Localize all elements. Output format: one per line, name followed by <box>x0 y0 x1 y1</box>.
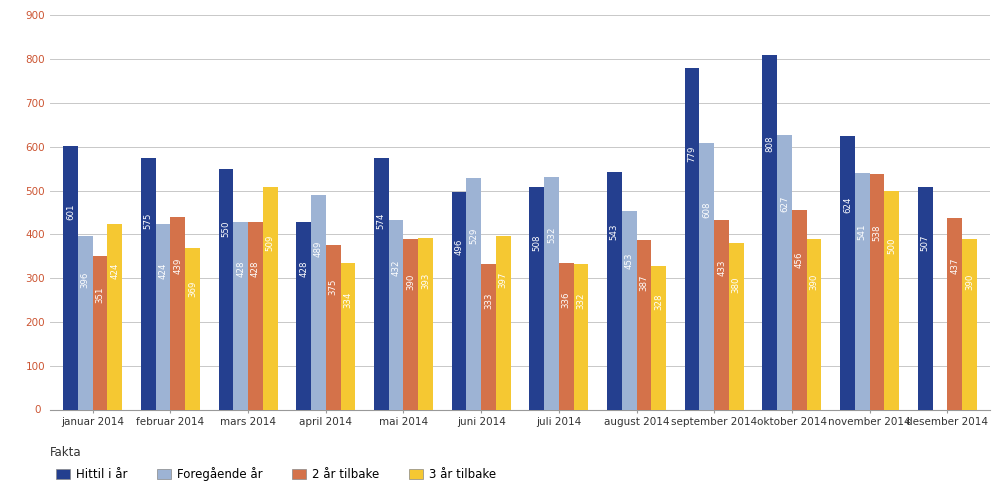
Text: 396: 396 <box>81 272 90 288</box>
Text: 428: 428 <box>251 261 260 278</box>
Text: 541: 541 <box>858 224 867 240</box>
Bar <box>729 243 744 410</box>
Text: 424: 424 <box>159 262 168 278</box>
Bar <box>466 178 481 410</box>
Bar <box>544 176 559 410</box>
Text: 390: 390 <box>965 274 974 290</box>
Text: 387: 387 <box>639 274 648 291</box>
Bar <box>263 186 278 410</box>
Legend: Hittil i år, Foregående år, 2 år tilbake, 3 år tilbake: Hittil i år, Foregående år, 2 år tilbake… <box>56 468 496 481</box>
Text: 808: 808 <box>765 136 774 152</box>
Bar <box>870 174 884 410</box>
Bar <box>341 264 355 410</box>
Text: 489: 489 <box>314 241 323 257</box>
Bar <box>559 262 574 410</box>
Bar <box>685 68 699 410</box>
Text: 575: 575 <box>144 212 153 229</box>
Text: 496: 496 <box>455 238 464 255</box>
Bar <box>481 264 496 410</box>
Text: 507: 507 <box>921 235 930 252</box>
Text: 328: 328 <box>654 294 663 310</box>
Text: 532: 532 <box>547 226 556 243</box>
Text: 627: 627 <box>780 196 789 212</box>
Text: 0: 0 <box>34 405 41 415</box>
Bar <box>63 146 78 410</box>
Bar <box>792 210 807 410</box>
Text: 624: 624 <box>843 196 852 213</box>
Bar <box>962 239 977 410</box>
Bar <box>574 264 588 410</box>
Bar <box>637 240 651 410</box>
Text: 601: 601 <box>66 204 75 220</box>
Bar <box>651 266 666 410</box>
Bar <box>622 211 637 410</box>
Text: 538: 538 <box>872 224 881 241</box>
Bar <box>296 222 311 410</box>
Bar <box>918 188 933 410</box>
Text: 424: 424 <box>110 262 119 278</box>
Bar <box>884 190 899 410</box>
Bar <box>93 256 107 410</box>
Text: 439: 439 <box>173 258 182 274</box>
Text: 456: 456 <box>795 252 804 268</box>
Bar <box>418 238 433 410</box>
Text: 543: 543 <box>610 223 619 240</box>
Bar <box>233 222 248 410</box>
Bar <box>807 239 821 410</box>
Text: 390: 390 <box>810 274 819 290</box>
Text: 393: 393 <box>421 272 430 289</box>
Bar <box>452 192 466 410</box>
Text: 397: 397 <box>499 271 508 287</box>
Text: 500: 500 <box>887 237 896 254</box>
Text: 608: 608 <box>702 202 711 218</box>
Bar <box>219 168 233 410</box>
Bar <box>185 248 200 410</box>
Text: 550: 550 <box>221 220 230 237</box>
Text: 333: 333 <box>484 292 493 308</box>
Text: 574: 574 <box>377 213 386 230</box>
Text: 332: 332 <box>576 292 585 309</box>
Bar <box>777 135 792 410</box>
Text: 351: 351 <box>96 286 105 302</box>
Text: 336: 336 <box>562 291 571 308</box>
Text: Fakta: Fakta <box>50 446 82 458</box>
Bar <box>170 218 185 410</box>
Bar <box>374 158 389 410</box>
Text: 334: 334 <box>343 292 352 308</box>
Bar <box>141 158 156 410</box>
Bar <box>699 143 714 410</box>
Text: 428: 428 <box>299 261 308 278</box>
Bar <box>389 220 403 410</box>
Text: 428: 428 <box>236 261 245 278</box>
Text: 380: 380 <box>732 276 741 293</box>
Text: 779: 779 <box>688 146 697 162</box>
Text: 509: 509 <box>266 234 275 250</box>
Text: 453: 453 <box>625 252 634 269</box>
Bar <box>496 236 511 410</box>
Text: 508: 508 <box>532 234 541 251</box>
Bar <box>107 224 122 410</box>
Text: 437: 437 <box>950 258 959 274</box>
Bar <box>762 56 777 410</box>
Bar <box>248 222 263 410</box>
Bar <box>607 172 622 410</box>
Bar <box>326 246 341 410</box>
Text: 375: 375 <box>329 278 338 295</box>
Bar <box>529 187 544 410</box>
Text: 390: 390 <box>406 274 415 290</box>
Bar <box>855 172 870 410</box>
Text: 529: 529 <box>469 228 478 244</box>
Bar <box>403 239 418 410</box>
Text: 369: 369 <box>188 280 197 296</box>
Bar <box>311 196 326 410</box>
Text: 432: 432 <box>392 260 401 276</box>
Bar <box>78 236 93 410</box>
Bar <box>714 220 729 410</box>
Bar <box>947 218 962 410</box>
Bar <box>840 136 855 410</box>
Text: 433: 433 <box>717 259 726 276</box>
Bar <box>156 224 170 410</box>
